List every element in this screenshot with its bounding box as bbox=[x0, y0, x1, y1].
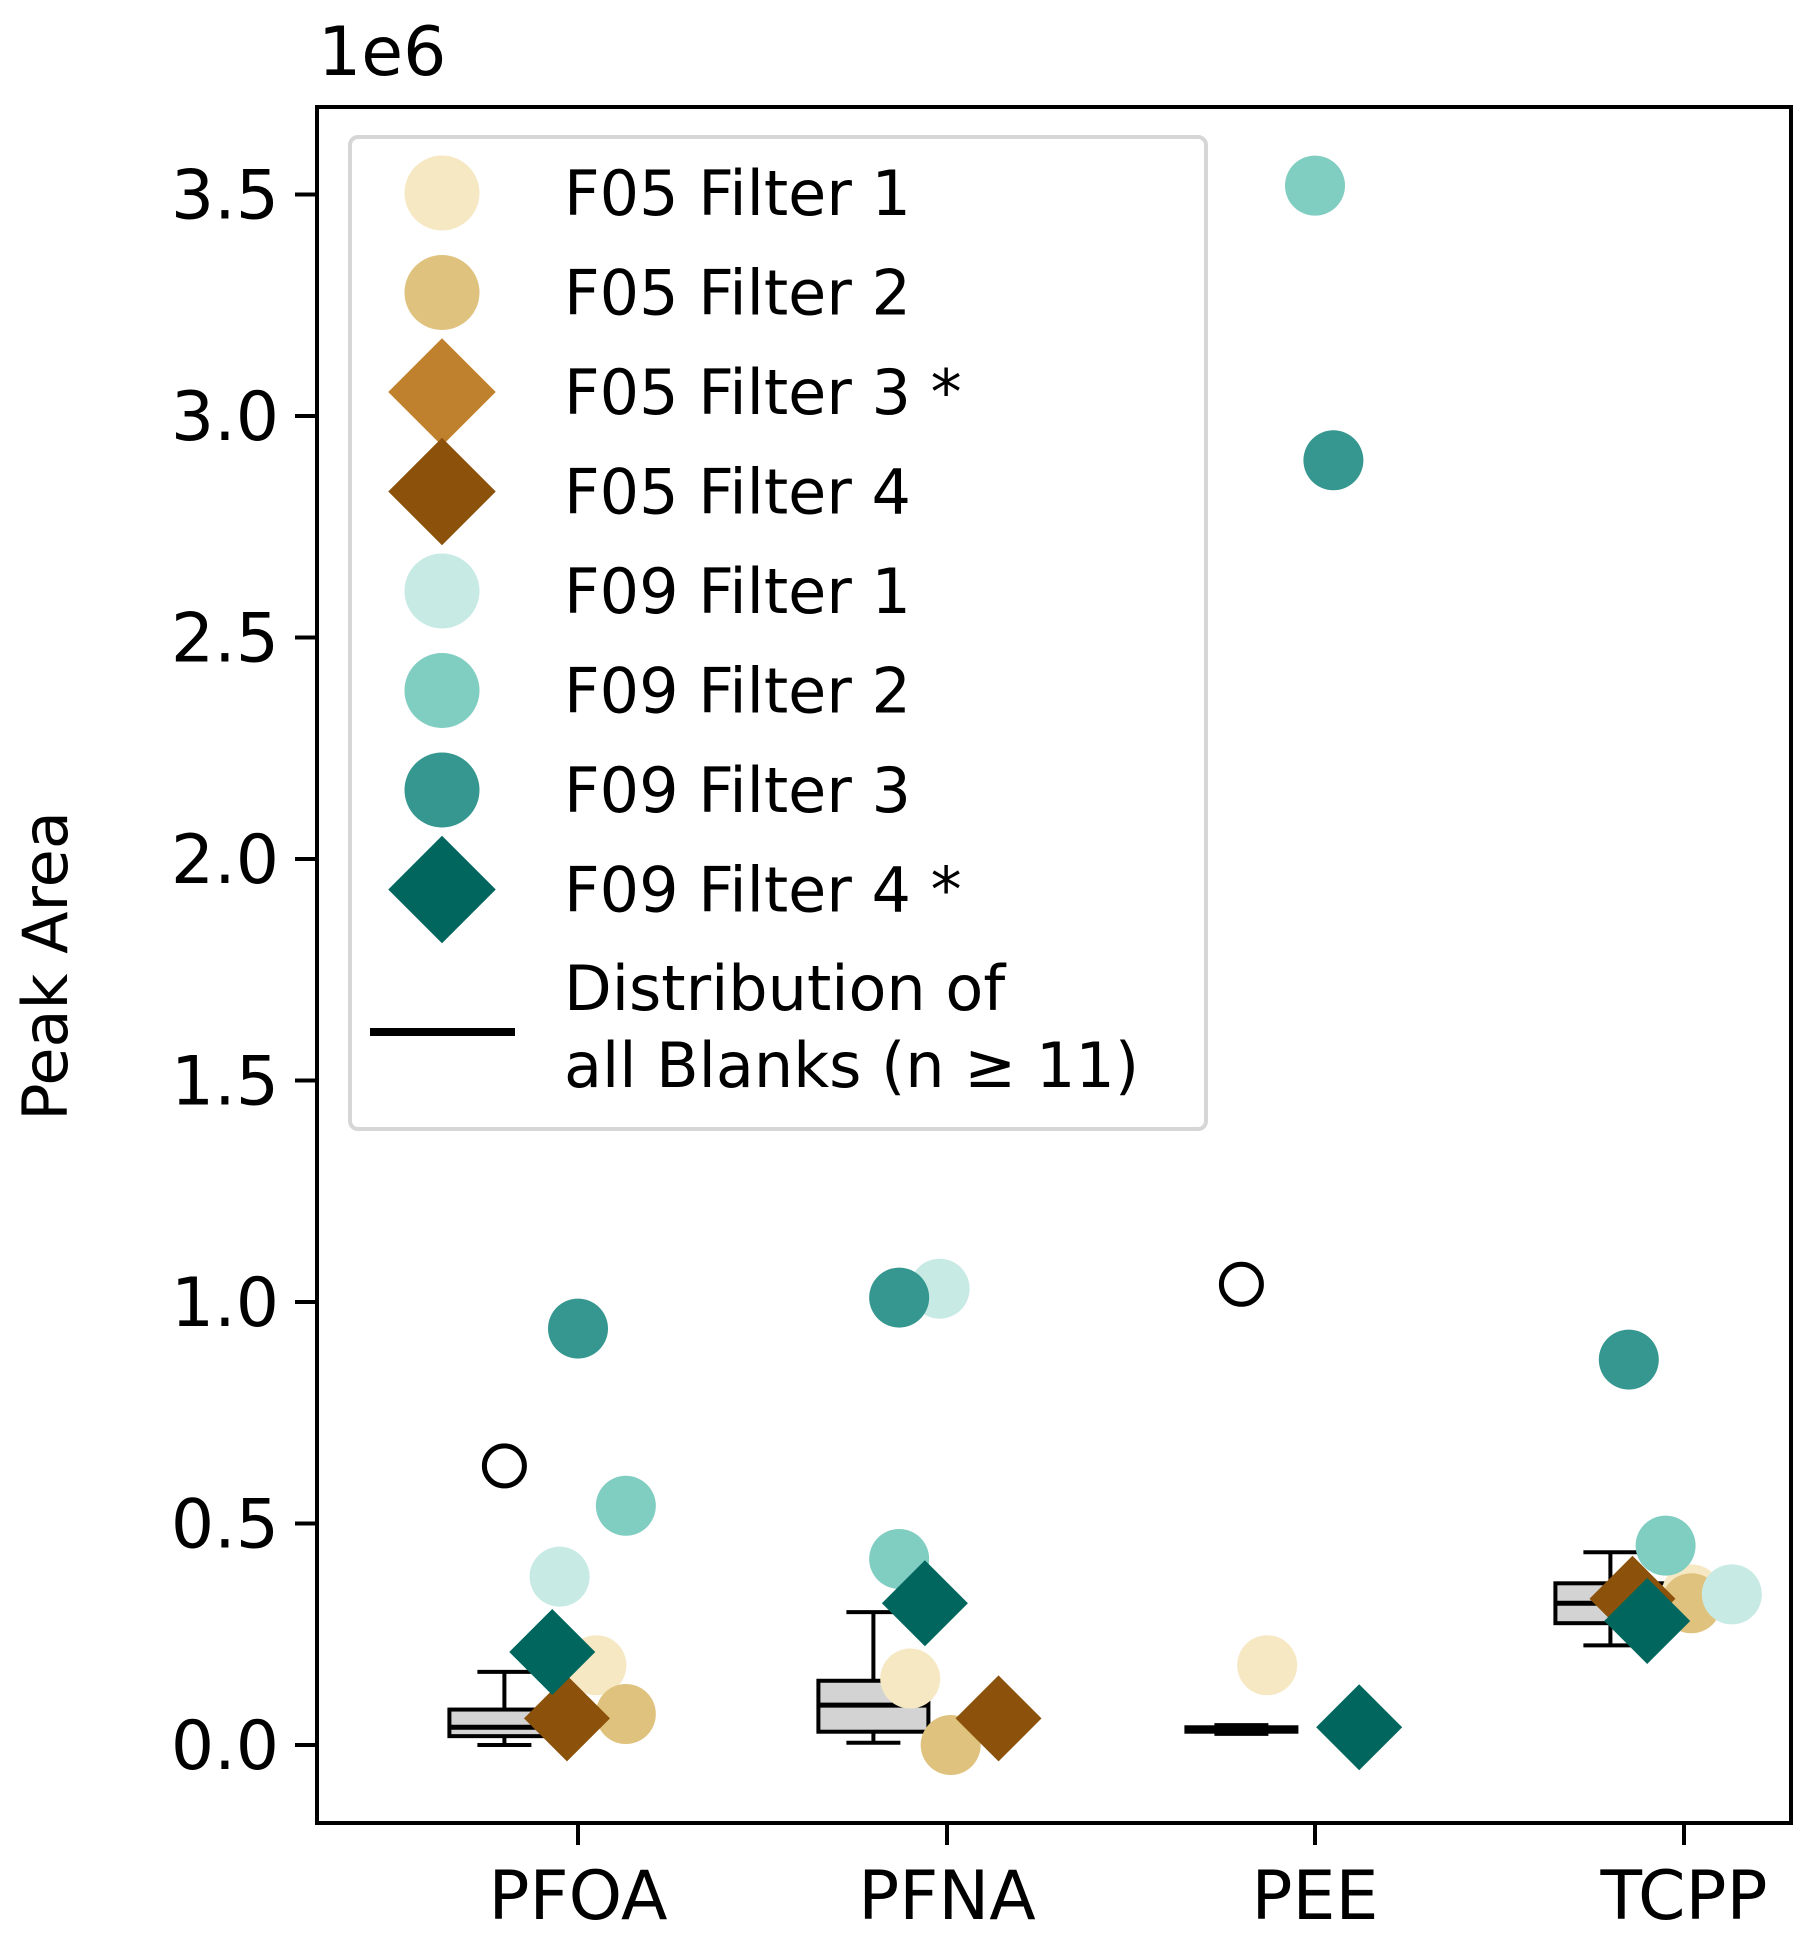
data-point bbox=[1303, 430, 1364, 491]
y-tick-label: 1.5 bbox=[171, 1043, 279, 1122]
y-tick-label: 3.5 bbox=[171, 157, 279, 236]
plot-frame bbox=[315, 105, 1793, 1825]
legend-label: all Blanks (n ≥ 11) bbox=[564, 1029, 1139, 1102]
data-point bbox=[1604, 1577, 1691, 1664]
series-f09-filter-3 bbox=[548, 430, 1659, 1390]
x-tick-label: PEE bbox=[1252, 1857, 1379, 1936]
data-point bbox=[1237, 1635, 1298, 1696]
x-tick-label: PFOA bbox=[489, 1857, 668, 1936]
y-axis-label: Peak Area bbox=[9, 811, 82, 1121]
legend-label: F05 Filter 3 * bbox=[564, 356, 962, 429]
data-point bbox=[595, 1475, 656, 1536]
legend-marker bbox=[388, 338, 496, 446]
data-point bbox=[548, 1298, 608, 1359]
legend-item-f09-filter-3: F09 Filter 3 bbox=[404, 752, 911, 828]
data-point bbox=[881, 1560, 968, 1647]
legend-marker bbox=[404, 255, 480, 330]
data-points bbox=[509, 155, 1762, 1775]
legend-item-f09-filter-1: F09 Filter 1 bbox=[404, 553, 911, 629]
legend-label: Distribution of bbox=[564, 952, 1007, 1025]
data-point bbox=[1701, 1564, 1762, 1625]
data-point bbox=[1285, 155, 1345, 216]
series-f09-filter-1 bbox=[529, 1258, 1762, 1625]
data-point bbox=[1598, 1329, 1659, 1390]
data-point bbox=[880, 1648, 941, 1709]
y-tick-label: 0.0 bbox=[171, 1707, 279, 1786]
legend-frame bbox=[348, 135, 1208, 1131]
legend-item-f09-filter-4: F09 Filter 4 * bbox=[388, 835, 962, 944]
box-pee bbox=[1184, 1261, 1299, 1736]
series-f09-filter-4 bbox=[509, 1560, 1691, 1771]
data-point bbox=[955, 1675, 1042, 1762]
legend-item-f09-filter-2: F09 Filter 2 bbox=[404, 653, 911, 728]
y-tick-label: 0.5 bbox=[171, 1486, 279, 1565]
legend-marker bbox=[404, 553, 480, 629]
x-tick-label: PFNA bbox=[858, 1857, 1036, 1936]
data-point bbox=[595, 1683, 656, 1744]
data-point bbox=[529, 1546, 590, 1607]
data-point bbox=[509, 1608, 596, 1695]
data-point bbox=[1316, 1684, 1403, 1771]
data-point bbox=[920, 1715, 981, 1775]
legend-item-f05-filter-3: F05 Filter 3 * bbox=[388, 338, 962, 446]
legend-label: F09 Filter 1 bbox=[564, 555, 911, 628]
legend-marker bbox=[404, 155, 480, 231]
legend-item-f05-filter-2: F05 Filter 2 bbox=[404, 255, 911, 330]
outlier-point bbox=[481, 1443, 527, 1489]
legend-marker bbox=[404, 752, 480, 828]
data-point bbox=[869, 1267, 930, 1328]
outlier-point bbox=[1218, 1261, 1264, 1307]
y-tick-label: 2.0 bbox=[171, 821, 279, 900]
x-tick-label: TCPP bbox=[1599, 1857, 1767, 1936]
y-scale-label: 1e6 bbox=[318, 13, 446, 92]
legend: F05 Filter 1 F05 Filter 2 F05 Filter 3 * F0… bbox=[348, 135, 1208, 1131]
x-axis-ticks: PFOA PFNA PEE TCPP bbox=[489, 1823, 1768, 1936]
legend-label: F05 Filter 2 bbox=[564, 257, 911, 330]
legend-label: F09 Filter 3 bbox=[564, 754, 911, 827]
series-f05-filter-2 bbox=[595, 1573, 1722, 1775]
legend-marker bbox=[388, 437, 496, 546]
series-f05-filter-1 bbox=[566, 1564, 1722, 1709]
legend-label: F09 Filter 2 bbox=[564, 655, 911, 728]
legend-label: F09 Filter 4 * bbox=[564, 854, 962, 927]
legend-label: F05 Filter 4 bbox=[564, 456, 911, 529]
y-axis-ticks: 0.0 0.5 1.0 1.5 2.0 2.5 3.0 3.5 bbox=[171, 157, 317, 1786]
legend-marker bbox=[404, 653, 480, 728]
series-f09-filter-2 bbox=[595, 155, 1696, 1589]
y-tick-label: 2.5 bbox=[171, 600, 279, 679]
y-tick-label: 3.0 bbox=[171, 378, 279, 457]
legend-item-f05-filter-4: F05 Filter 4 bbox=[388, 437, 911, 546]
y-tick-label: 1.0 bbox=[171, 1264, 279, 1343]
legend-label: F05 Filter 1 bbox=[564, 157, 911, 230]
legend-item-f05-filter-1: F05 Filter 1 bbox=[404, 155, 911, 231]
series-f05-filter-4 bbox=[523, 1555, 1676, 1762]
data-point bbox=[1635, 1515, 1696, 1576]
data-point bbox=[523, 1675, 610, 1762]
legend-marker bbox=[388, 835, 496, 944]
